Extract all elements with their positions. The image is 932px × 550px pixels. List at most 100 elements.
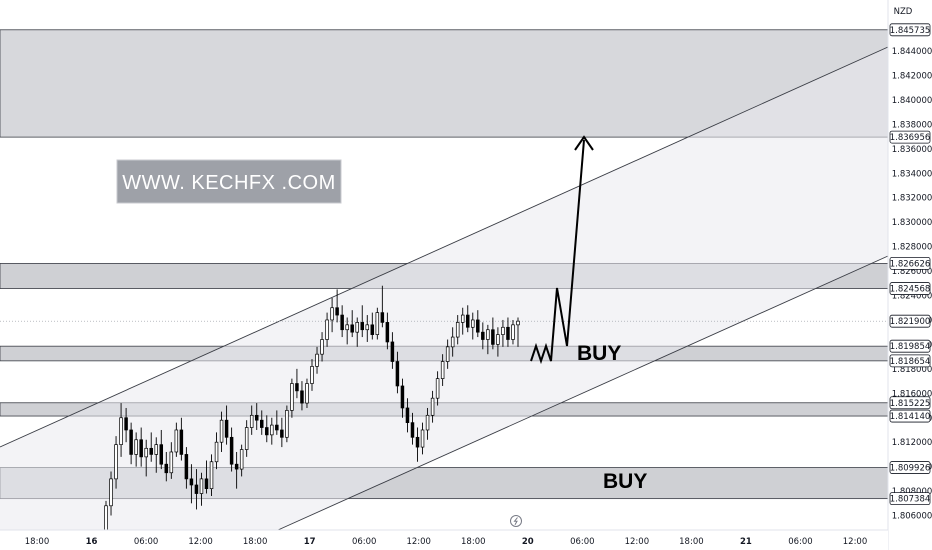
candle-body bbox=[435, 378, 440, 399]
candles-layer bbox=[104, 285, 520, 531]
candle-body bbox=[280, 429, 284, 438]
price-badge-label: 1.809926 bbox=[890, 464, 931, 474]
candle-body bbox=[455, 322, 460, 338]
price-badge-label: 1.845735 bbox=[890, 26, 931, 36]
candle-body bbox=[109, 478, 113, 507]
candle-body bbox=[285, 410, 289, 438]
candle-body bbox=[154, 444, 158, 455]
candle-body bbox=[380, 312, 385, 323]
price-tick-label: 1.812000 bbox=[892, 438, 932, 448]
price-tick-label: 1.844000 bbox=[892, 47, 932, 57]
candle-body bbox=[325, 319, 329, 340]
price-badge-label: 1.819854 bbox=[890, 342, 931, 352]
price-badge-label: 1.836956 bbox=[890, 133, 931, 143]
candle-body bbox=[471, 319, 475, 328]
price-tick-label: 1.836000 bbox=[892, 145, 932, 155]
time-tick-label: 18:00 bbox=[679, 537, 704, 547]
price-badge-label: 1.818654 bbox=[890, 357, 931, 367]
candle-body bbox=[310, 366, 314, 384]
channel-fill bbox=[0, 47, 888, 530]
candle-body bbox=[204, 478, 209, 490]
channel-lower-line[interactable] bbox=[277, 255, 889, 531]
time-tick-label: 18:00 bbox=[461, 537, 486, 547]
candle-body bbox=[214, 441, 219, 463]
candle-body bbox=[114, 444, 118, 480]
time-tick-label: 12:00 bbox=[843, 537, 868, 547]
candle-body bbox=[254, 414, 259, 421]
price-badge[interactable] bbox=[889, 314, 931, 328]
candle-body bbox=[305, 383, 309, 404]
candle-body bbox=[350, 324, 354, 333]
candle-body bbox=[330, 307, 334, 321]
candle-body bbox=[415, 436, 420, 448]
candle-body bbox=[390, 341, 395, 362]
candle-body bbox=[134, 439, 138, 455]
candle-body bbox=[410, 422, 415, 438]
price-badge[interactable] bbox=[889, 130, 931, 144]
price-badge[interactable] bbox=[889, 23, 931, 37]
candle-body bbox=[300, 390, 304, 404]
price-badge[interactable] bbox=[889, 256, 931, 270]
candle-body bbox=[149, 447, 153, 455]
candle-body bbox=[405, 407, 410, 423]
buy-label-upper: BUY bbox=[577, 342, 621, 365]
candle-body bbox=[395, 361, 400, 387]
price-tick-label: 1.828000 bbox=[892, 243, 932, 253]
candle-body bbox=[400, 385, 405, 409]
price-tick-label: 1.838000 bbox=[892, 120, 932, 130]
projection-drawings bbox=[530, 135, 594, 365]
candle-body bbox=[199, 478, 204, 494]
price-tick-label: 1.826000 bbox=[892, 267, 932, 277]
price-badge[interactable] bbox=[889, 339, 931, 353]
price-tick-label: 1.806000 bbox=[892, 512, 932, 522]
candle-body bbox=[104, 505, 108, 531]
candle-body bbox=[315, 353, 319, 367]
price-badge-label: 1.826626 bbox=[890, 259, 931, 269]
candle-body bbox=[249, 414, 254, 428]
candle-body bbox=[365, 324, 370, 331]
price-badge[interactable] bbox=[889, 461, 931, 474]
candle-body bbox=[506, 326, 510, 340]
price-badge[interactable] bbox=[889, 282, 931, 295]
candle-body bbox=[320, 339, 324, 355]
candle-body bbox=[124, 417, 128, 431]
price-tick-label: 1.808000 bbox=[892, 487, 932, 497]
candle-body bbox=[496, 334, 500, 345]
replay-icon[interactable] bbox=[510, 515, 522, 527]
price-tick-label: 1.824000 bbox=[892, 292, 932, 302]
channel-upper-line[interactable] bbox=[0, 46, 889, 448]
arrow-head bbox=[574, 135, 594, 151]
candle-body bbox=[290, 383, 294, 411]
candle-body bbox=[179, 429, 184, 455]
price-badge-label: 1.815225 bbox=[890, 399, 931, 409]
time-tick-label: 12:00 bbox=[406, 537, 431, 547]
price-tick-label: 1.818000 bbox=[892, 365, 932, 375]
candle-body bbox=[275, 424, 279, 431]
candle-body bbox=[159, 444, 164, 465]
candle-body bbox=[516, 320, 520, 326]
time-tick-label: 06:00 bbox=[570, 537, 595, 547]
candle-body bbox=[224, 419, 229, 438]
time-axis: 18:00 16 06:00 12:00 18:00 17 06:00 12:00 18:00 2… bbox=[0, 529, 888, 550]
time-tick-label: 21 bbox=[740, 537, 752, 547]
watermark-text: WWW. KECHFX .COM bbox=[122, 172, 336, 194]
time-tick-label: 17 bbox=[304, 537, 316, 547]
candle-body bbox=[270, 424, 274, 436]
price-badge[interactable] bbox=[889, 492, 931, 506]
price-badge[interactable] bbox=[889, 396, 931, 410]
candle-body bbox=[244, 427, 249, 450]
candle-body bbox=[234, 463, 239, 470]
candle-body bbox=[466, 314, 470, 328]
price-axis-bg bbox=[888, 0, 932, 550]
trend-channel bbox=[0, 46, 889, 531]
price-badge-label: 1.814140 bbox=[890, 412, 931, 422]
candle-body bbox=[260, 419, 264, 428]
projected-path[interactable] bbox=[530, 139, 585, 365]
price-badge[interactable] bbox=[889, 409, 931, 423]
price-badge[interactable] bbox=[889, 354, 931, 368]
candle-body bbox=[295, 383, 299, 392]
candle-body bbox=[219, 419, 224, 443]
candle-body bbox=[450, 336, 455, 348]
candle-body bbox=[425, 414, 430, 431]
